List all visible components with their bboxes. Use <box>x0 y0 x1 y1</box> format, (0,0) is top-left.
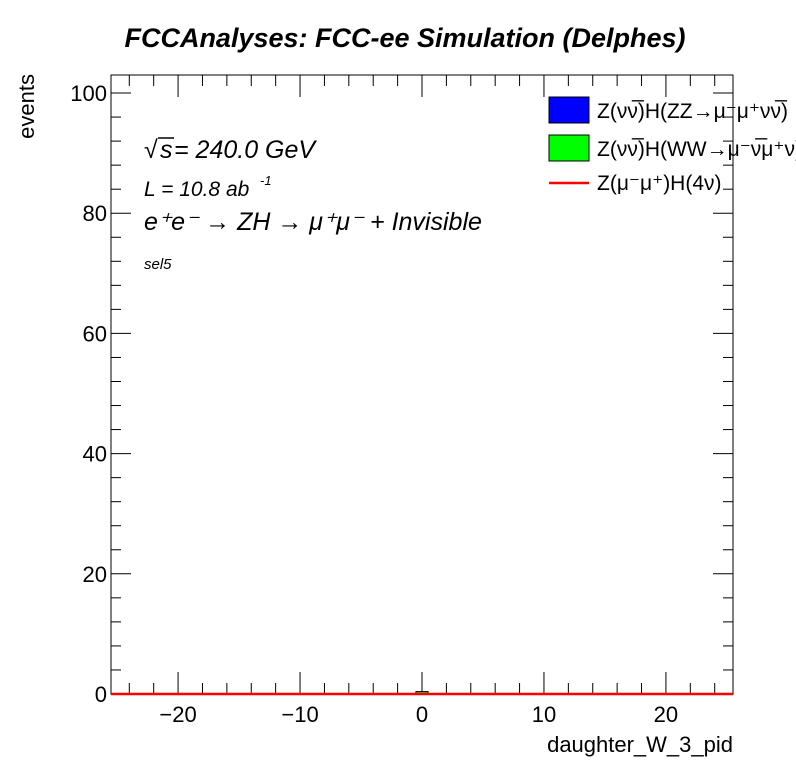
x-axis-label: daughter_W_3_pid <box>547 732 733 757</box>
legend: Z(νν̅)H(ZZ→μ⁻μ⁺νν̅) Z(νν̅)H(WW→μ⁻ν̅μ⁺ν) Z(… <box>548 96 796 195</box>
y-axis: 0 20 40 60 80 100 <box>70 81 733 707</box>
x-tick-label: 0 <box>416 702 428 727</box>
chart-title: FCCAnalyses: FCC-ee Simulation (Delphes) <box>124 23 685 53</box>
energy-text: = 240.0 GeV <box>174 136 317 164</box>
sqrt-s-text: s <box>160 136 173 164</box>
sqrt-sign: √ <box>144 136 158 164</box>
process-text: e⁺e⁻ → ZH → μ⁺μ⁻ + Invisible <box>144 208 482 236</box>
legend-swatch-1 <box>548 134 590 162</box>
legend-label-1: Z(νν̅)H(WW→μ⁻ν̅μ⁺ν) <box>597 138 796 161</box>
legend-swatch-0 <box>548 96 590 124</box>
annotations: √ s = 240.0 GeV L = 10.8 ab -1 e⁺e⁻ → ZH… <box>144 136 482 273</box>
selection-text: sel5 <box>144 256 172 273</box>
legend-label-2: Z(μ⁻μ⁺)H(4ν) <box>597 172 722 195</box>
x-tick-label: 10 <box>532 702 556 727</box>
lumi-text: L = 10.8 ab <box>144 178 250 201</box>
data-marks <box>111 691 733 696</box>
y-tick-label: 40 <box>83 442 107 467</box>
x-tick-label: 20 <box>654 702 678 727</box>
legend-label-0: Z(νν̅)H(ZZ→μ⁻μ⁺νν̅) <box>597 100 788 123</box>
y-tick-label: 20 <box>83 562 107 587</box>
y-tick-label: 80 <box>83 201 107 226</box>
x-tick-label: −10 <box>281 702 318 727</box>
x-axis: −20 −10 0 10 20 <box>128 75 716 727</box>
y-tick-label: 100 <box>70 81 107 106</box>
x-tick-label: −20 <box>159 702 196 727</box>
plot-frame <box>110 74 734 695</box>
y-tick-label: 0 <box>95 682 107 707</box>
y-axis-label: events <box>14 74 39 139</box>
lumi-exponent: -1 <box>260 173 272 188</box>
y-tick-label: 60 <box>83 321 107 346</box>
